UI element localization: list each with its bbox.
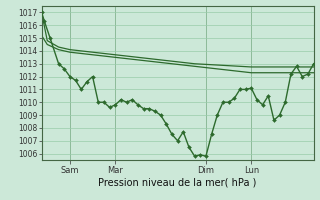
X-axis label: Pression niveau de la mer( hPa ): Pression niveau de la mer( hPa ) (99, 177, 257, 187)
